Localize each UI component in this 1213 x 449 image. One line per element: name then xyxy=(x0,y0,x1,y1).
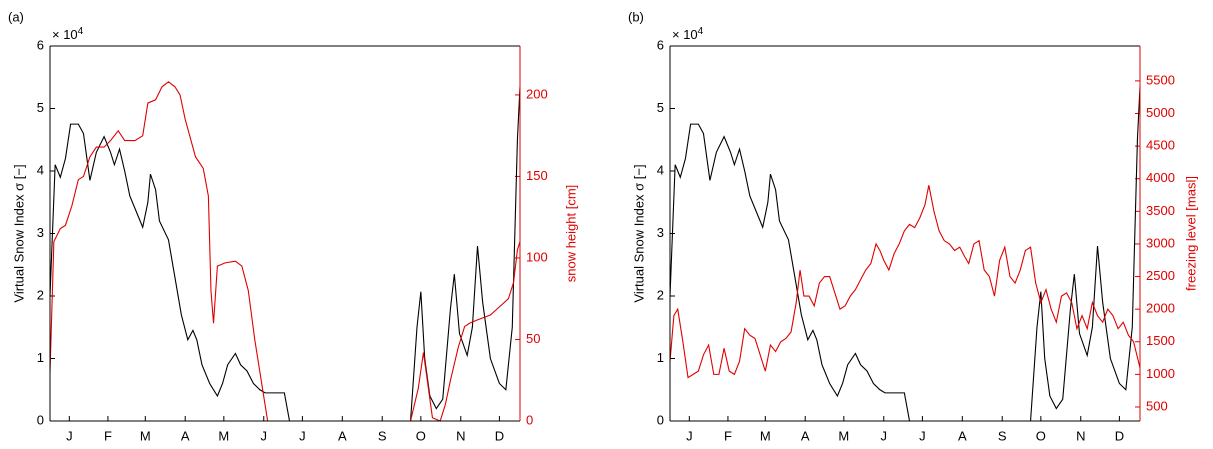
x-tick-label: J xyxy=(261,428,268,443)
y-tick-label: 4 xyxy=(657,162,664,177)
x-tick-label: M xyxy=(760,428,771,443)
x-tick-label: J xyxy=(881,428,888,443)
y2-tick-label: 4000 xyxy=(1146,170,1175,185)
x-tick-label: F xyxy=(104,428,112,443)
data-line xyxy=(49,81,521,422)
panel-label: (a) xyxy=(8,9,24,24)
x-tick-label: A xyxy=(181,428,190,443)
y-multiplier-exp: 4 xyxy=(698,26,704,37)
data-line xyxy=(49,86,521,422)
y2-tick-label: 500 xyxy=(1146,398,1168,413)
y-tick-label: 3 xyxy=(657,225,664,240)
x-tick-label: O xyxy=(416,428,426,443)
y-tick-label: 5 xyxy=(37,100,44,115)
x-tick-label: M xyxy=(140,428,151,443)
y-axis-title: Virtual Snow Index σ [−] xyxy=(631,164,646,302)
y-multiplier: × 104 xyxy=(672,26,704,43)
x-tick-label: S xyxy=(378,428,387,443)
x-tick-label: F xyxy=(724,428,732,443)
y-tick-label: 0 xyxy=(37,412,44,427)
x-tick-label: M xyxy=(218,428,229,443)
y-multiplier-exp: 4 xyxy=(78,26,84,37)
y-tick-label: 3 xyxy=(37,225,44,240)
y-tick-label: 6 xyxy=(37,37,44,52)
y-multiplier-base: × 10 xyxy=(52,27,78,42)
y-tick-label: 4 xyxy=(37,162,44,177)
x-tick-label: J xyxy=(686,428,693,443)
y-multiplier-base: × 10 xyxy=(672,27,698,42)
y2-axis-title: freezing level [masl] xyxy=(1183,176,1198,291)
y-multiplier: × 104 xyxy=(52,26,84,43)
y2-tick-label: 3500 xyxy=(1146,203,1175,218)
x-tick-label: J xyxy=(66,428,73,443)
y2-tick-label: 1500 xyxy=(1146,333,1175,348)
y2-tick-label: 4500 xyxy=(1146,138,1175,153)
y-tick-label: 2 xyxy=(37,287,44,302)
y2-tick-label: 200 xyxy=(526,86,548,101)
x-tick-label: D xyxy=(1115,428,1124,443)
y-axis-title: Virtual Snow Index σ [−] xyxy=(11,164,26,302)
y2-tick-label: 150 xyxy=(526,168,548,183)
y2-tick-label: 2500 xyxy=(1146,268,1175,283)
x-tick-label: A xyxy=(958,428,967,443)
y-tick-label: 1 xyxy=(657,350,664,365)
x-tick-label: S xyxy=(998,428,1007,443)
y-tick-label: 1 xyxy=(37,350,44,365)
y2-axis-title: snow height [cm] xyxy=(563,185,578,283)
data-line xyxy=(669,86,1141,422)
y2-tick-label: 1000 xyxy=(1146,366,1175,381)
y2-tick-label: 3000 xyxy=(1146,235,1175,250)
panel: (b)× 10401234565001000150020002500300035… xyxy=(628,9,1198,443)
x-tick-label: D xyxy=(495,428,504,443)
x-tick-label: O xyxy=(1036,428,1046,443)
y-tick-label: 5 xyxy=(657,100,664,115)
x-tick-label: M xyxy=(838,428,849,443)
x-tick-label: J xyxy=(299,428,306,443)
y2-tick-label: 5000 xyxy=(1146,105,1175,120)
panel-label: (b) xyxy=(628,9,644,24)
y2-tick-label: 0 xyxy=(526,412,533,427)
y2-tick-label: 50 xyxy=(526,331,540,346)
x-tick-label: N xyxy=(456,428,465,443)
y-tick-label: 0 xyxy=(657,412,664,427)
x-tick-label: N xyxy=(1076,428,1085,443)
x-tick-label: A xyxy=(338,428,347,443)
y-tick-label: 6 xyxy=(657,37,664,52)
data-line xyxy=(669,185,1141,379)
y2-tick-label: 100 xyxy=(526,249,548,264)
y2-tick-label: 5500 xyxy=(1146,72,1175,87)
x-tick-label: J xyxy=(919,428,926,443)
y-tick-label: 2 xyxy=(657,287,664,302)
y2-tick-label: 2000 xyxy=(1146,301,1175,316)
x-tick-label: A xyxy=(801,428,810,443)
